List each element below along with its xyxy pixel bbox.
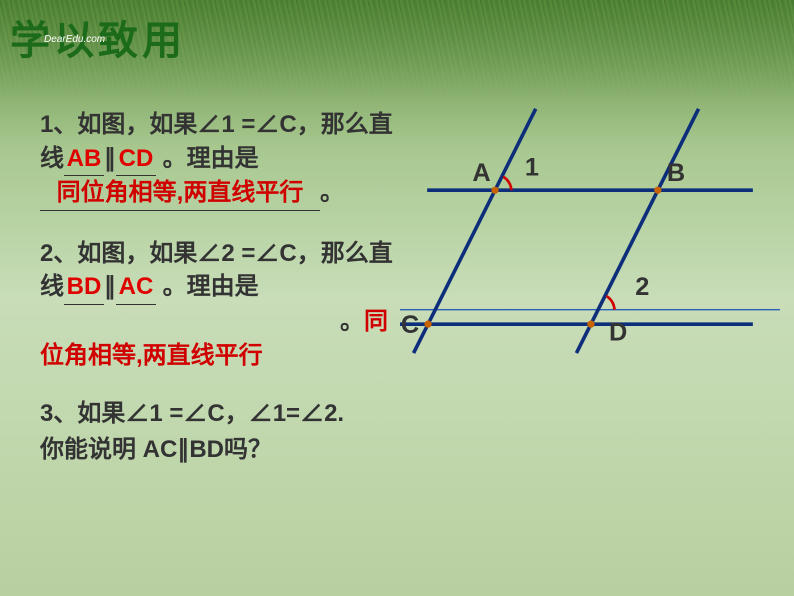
svg-text:A: A bbox=[472, 159, 490, 187]
problem-2: 2、如图，如果∠2 =∠C，那么直线BD∥AC 。理由是。同位角相等,两直线平行 bbox=[40, 237, 400, 372]
p1-blank2: CD bbox=[116, 142, 156, 177]
p2-parallel: ∥ bbox=[104, 273, 116, 300]
p2-reason-blank bbox=[40, 305, 340, 339]
p1-reason: 同位角相等,两直线平行 bbox=[40, 176, 320, 211]
problem-1: 1、如图，如果∠1 =∠C，那么直线AB∥CD 。理由是同位角相等,两直线平行。 bbox=[40, 108, 400, 211]
p2-after: 。理由是 bbox=[156, 273, 259, 300]
p2-period: 。 bbox=[340, 308, 364, 335]
p1-period: 。 bbox=[320, 179, 344, 206]
slide-title: 学以致用 DearEdu.com bbox=[10, 8, 186, 66]
p2-blank2: AC bbox=[116, 270, 156, 305]
p1-blank1: AB bbox=[64, 142, 104, 177]
p1-after: 。理由是 bbox=[156, 145, 259, 172]
geometry-diagram: A B C D 1 2 bbox=[400, 100, 780, 380]
diagram-svg: A B C D 1 2 bbox=[400, 100, 780, 380]
svg-text:C: C bbox=[401, 311, 419, 339]
p1-parallel: ∥ bbox=[104, 145, 116, 172]
svg-text:2: 2 bbox=[635, 273, 649, 301]
svg-text:D: D bbox=[609, 318, 627, 346]
content-area: 1、如图，如果∠1 =∠C，那么直线AB∥CD 。理由是同位角相等,两直线平行。… bbox=[40, 108, 400, 398]
problem-3: 3、如果∠1 =∠C，∠1=∠2. 你能说明 AC∥BD吗？ bbox=[40, 396, 440, 468]
p3-line2: 你能说明 AC∥BD吗？ bbox=[40, 432, 440, 468]
svg-text:1: 1 bbox=[525, 154, 539, 182]
watermark: DearEdu.com bbox=[44, 34, 105, 45]
svg-text:B: B bbox=[667, 159, 685, 187]
p3-line1: 3、如果∠1 =∠C，∠1=∠2. bbox=[40, 396, 440, 432]
p2-blank1: BD bbox=[64, 270, 104, 305]
